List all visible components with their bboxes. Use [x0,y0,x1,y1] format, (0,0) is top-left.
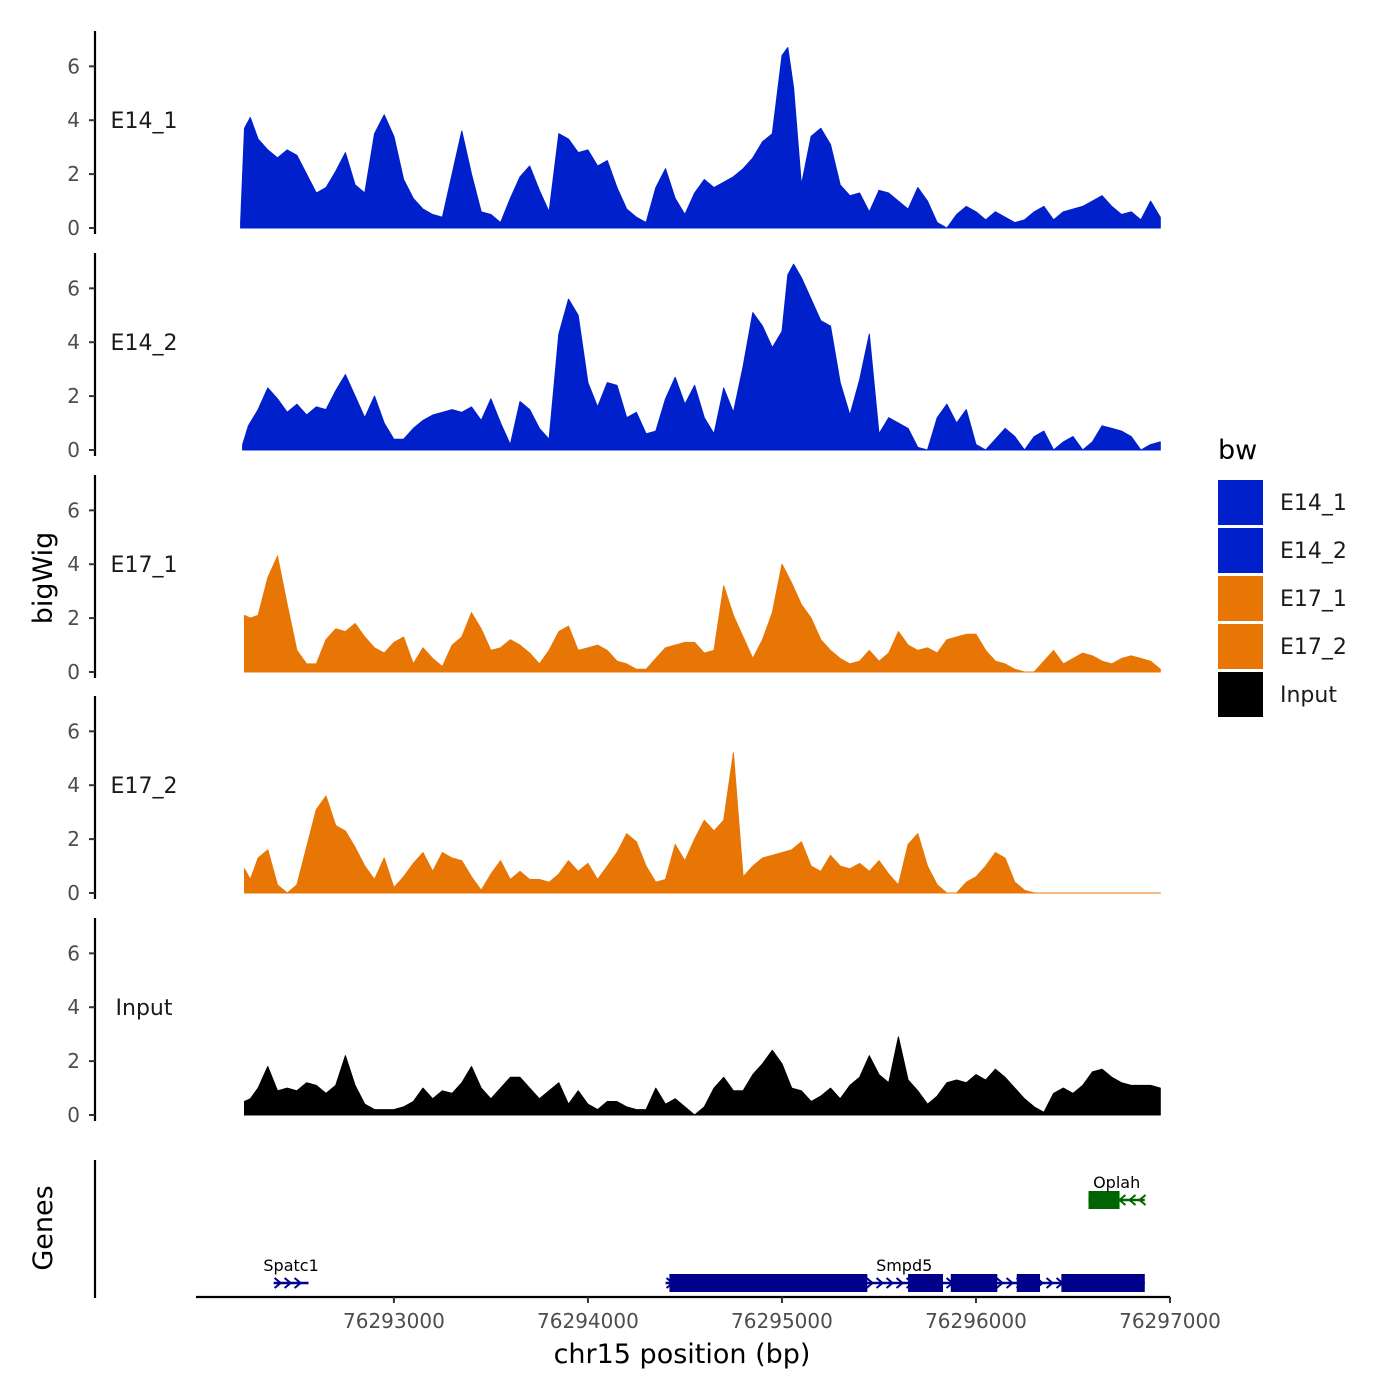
legend: bw E14_1 E14_2 E17_1 E17_2 Input [1218,435,1347,717]
strand-arrow [283,1277,293,1289]
x-axis-title: chr15 position (bp) [554,1339,811,1370]
exon [1061,1274,1145,1292]
track-Input: 0 2 4 6 Input [67,918,1161,1127]
exon [1016,1274,1041,1292]
gene-Smpd5: Smpd5 [665,1256,1145,1292]
legend-key-E14_2 [1218,528,1263,573]
y-tick-label: 2 [67,162,80,186]
y-tick-label: 6 [67,54,80,78]
gene-label: Oplah [1093,1173,1140,1192]
strand-arrow [875,1277,885,1289]
tracks-layer: 0 2 4 6 E14_1 0 2 4 6 E14_2 0 2 4 6 E17_1 0 2 4 6 E17_2 0 2 4 6… [67,31,1161,1127]
area-E17_2 [244,752,1161,894]
y-tick-label: 0 [67,216,80,240]
area-E14_1 [240,47,1161,229]
exon [908,1274,943,1292]
strand-arrow [865,1277,875,1289]
strand-arrow [885,1277,895,1289]
track-label: E17_1 [111,553,178,578]
strand-arrow [995,1277,1005,1289]
y-tick-label: 6 [67,941,80,965]
legend-key-Input [1218,672,1263,717]
strand-arrow [1045,1277,1055,1289]
y-tick-label: 2 [67,606,80,630]
strand-arrow [293,1277,303,1289]
y-tick-label: 6 [67,276,80,300]
y-tick-label: 2 [67,384,80,408]
y-tick-label: 4 [67,330,80,354]
x-tick-label: 76297000 [1119,1309,1221,1333]
legend-label: E17_2 [1280,635,1347,660]
y-tick-label: 6 [67,498,80,522]
x-tick-label: 76293000 [343,1309,445,1333]
strand-arrow [1127,1194,1137,1206]
track-label: E17_2 [111,774,178,799]
legend-title: bw [1218,435,1257,466]
track-label: E14_1 [111,109,178,134]
y-tick-label: 4 [67,773,80,797]
gene-Oplah: Oplah [1087,1173,1147,1209]
legend-key-E17_2 [1218,624,1263,669]
x-axis: 76293000 76294000 76295000 76296000 76297000 [196,1295,1221,1333]
x-tick-label: 76296000 [925,1309,1027,1333]
genes-axis-title: Genes [28,1185,59,1270]
legend-key-E17_1 [1218,576,1263,621]
x-tick-label: 76295000 [731,1309,833,1333]
strand-arrow [895,1277,905,1289]
genes-layer: Spatc1 Smpd5 Oplah [93,1160,1147,1298]
area-Input [244,1036,1161,1116]
legend-key-E14_1 [1218,480,1263,525]
y-tick-label: 0 [67,438,80,462]
strand-arrow [1005,1277,1015,1289]
y-tick-label: 0 [67,881,80,905]
exon [1088,1191,1120,1209]
legend-label: E17_1 [1280,587,1347,612]
y-tick-label: 4 [67,108,80,132]
gene-Spatc1: Spatc1 [263,1256,319,1289]
track-label: E14_2 [111,331,178,356]
y-tick-label: 0 [67,660,80,684]
y-tick-label: 4 [67,552,80,576]
exon [950,1274,998,1292]
y-tick-label: 0 [67,1103,80,1127]
gene-label: Smpd5 [876,1256,932,1275]
y-tick-label: 2 [67,1049,80,1073]
y-tick-label: 6 [67,719,80,743]
track-E17_1: 0 2 4 6 E17_1 [67,475,1161,684]
y-tick-label: 2 [67,827,80,851]
strand-arrow [273,1277,283,1289]
legend-label: E14_1 [1280,491,1347,516]
gene-label: Spatc1 [263,1256,318,1275]
x-tick-label: 76294000 [537,1309,639,1333]
exon [669,1274,868,1292]
area-E14_2 [242,263,1161,451]
legend-label: Input [1280,683,1337,708]
track-E14_2: 0 2 4 6 E14_2 [67,253,1161,462]
y-axis-title: bigWig [28,532,59,625]
y-tick-label: 4 [67,995,80,1019]
legend-label: E14_2 [1280,539,1347,564]
area-E17_1 [244,555,1161,673]
track-E14_1: 0 2 4 6 E14_1 [67,31,1161,240]
track-E17_2: 0 2 4 6 E17_2 [67,696,1161,905]
strand-arrow [1137,1194,1147,1206]
track-label: Input [116,996,173,1021]
